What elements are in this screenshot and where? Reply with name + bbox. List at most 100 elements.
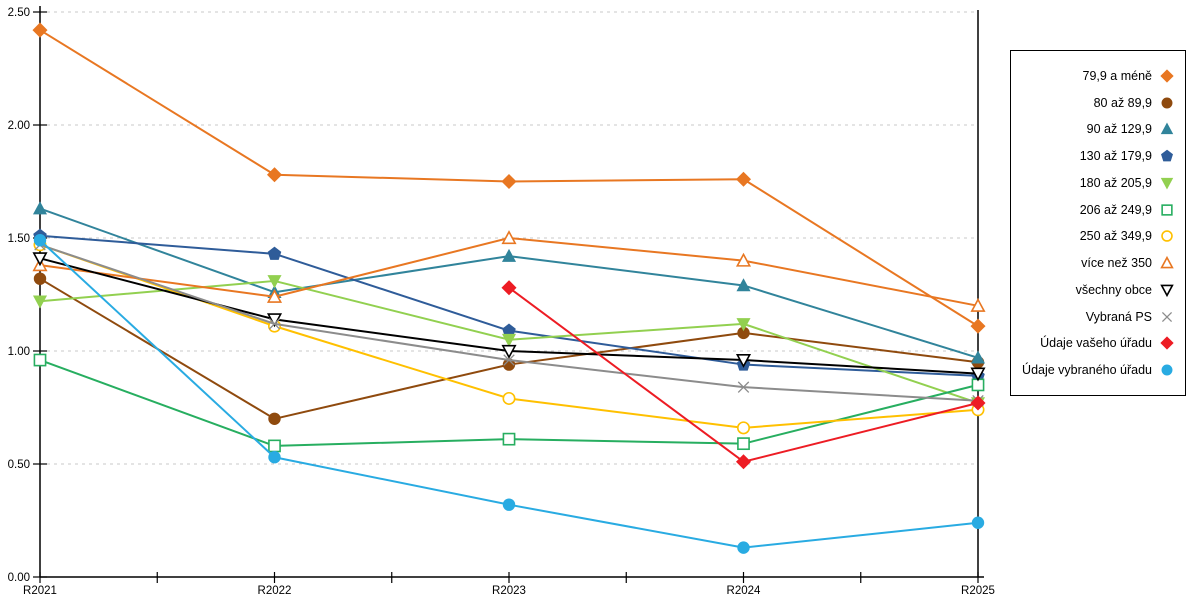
data-point-square-icon <box>502 432 516 446</box>
data-point-circle-icon <box>971 516 985 529</box>
legend-diamond-icon <box>1160 336 1174 351</box>
legend-triangle-down-icon <box>1160 177 1174 190</box>
series-v-ce-ne-350 <box>32 230 986 312</box>
series--daje-va-eho-adu <box>501 280 986 470</box>
legend-circle-icon <box>1161 97 1173 108</box>
series-79-9-a-m-n- <box>32 22 986 334</box>
series-vybran-ps <box>34 239 984 407</box>
data-point-triangle-down-icon <box>970 367 986 382</box>
legend-item: více než 350 <box>1015 255 1175 271</box>
y-axis-label: 2.50 <box>8 7 30 19</box>
legend-item: Údaje vašeho úřadu <box>1015 335 1175 351</box>
legend-label: 90 až 129,9 <box>1086 122 1152 137</box>
data-point-diamond-icon <box>970 318 986 334</box>
data-point-triangle-down-icon <box>266 313 283 328</box>
legend-item: 180 až 205,9 <box>1015 175 1175 191</box>
data-point-circle-icon <box>736 421 751 435</box>
data-point-diamond-icon <box>501 173 517 190</box>
legend-label: všechny obce <box>1075 282 1152 297</box>
data-point-triangle-up-icon <box>970 297 986 312</box>
legend-diamond-icon <box>1160 69 1174 83</box>
legend-triangle-down-icon <box>1160 284 1174 297</box>
series-80-a-89-9 <box>33 272 985 426</box>
x-axis-label: R2023 <box>492 585 526 597</box>
data-point-triangle-down-icon <box>735 353 752 368</box>
y-axis-label: 0.50 <box>8 459 30 471</box>
legend-circle-icon <box>1161 364 1173 376</box>
legend-item: 250 až 349,9 <box>1015 228 1175 244</box>
data-point-triangle-down-icon <box>32 252 48 267</box>
legend-label: Vybraná PS <box>1085 309 1152 324</box>
x-axis-label: R2024 <box>727 585 761 597</box>
data-point-triangle-down-icon <box>267 275 282 289</box>
x-axis-label: R2022 <box>258 585 292 597</box>
data-point-pentagon-icon <box>267 246 282 260</box>
series-line <box>508 286 979 463</box>
series-206-a-249-9 <box>33 353 985 453</box>
legend-item: 79,9 a méně <box>1015 68 1175 84</box>
data-point-square-icon <box>268 439 281 453</box>
data-point-square-icon <box>1161 203 1173 216</box>
legend-label: 80 až 89,9 <box>1093 95 1152 110</box>
legend-label: 130 až 179,9 <box>1079 149 1152 164</box>
data-point-square-icon <box>33 353 47 367</box>
legend-triangle-up-icon <box>1160 256 1174 269</box>
legend-label: 79,9 a méně <box>1082 68 1153 83</box>
data-point-diamond-icon <box>1160 69 1174 83</box>
data-point-triangle-up-icon <box>32 201 48 215</box>
data-point-triangle-up-icon <box>266 288 283 303</box>
legend-item: Údaje vybraného úřadu <box>1015 362 1175 378</box>
data-point-circle-icon <box>502 391 516 405</box>
chart-legend: 79,9 a méně 80 až 89,9 90 až 129,9 130 až 1… <box>1010 50 1186 396</box>
legend-item: všechny obce <box>1015 282 1175 298</box>
legend-item: 90 až 129,9 <box>1015 121 1175 137</box>
legend-pentagon-icon <box>1161 149 1173 162</box>
legend-item: 130 až 179,9 <box>1015 148 1175 164</box>
data-point-triangle-up-icon <box>501 248 517 262</box>
data-point-circle-icon <box>268 451 281 464</box>
data-point-circle-icon <box>737 541 750 554</box>
data-point-triangle-down-icon <box>1160 284 1174 297</box>
data-point-x-icon <box>268 318 281 330</box>
data-point-circle-icon <box>33 272 47 285</box>
data-point-x-icon <box>503 354 515 366</box>
data-point-diamond-icon <box>32 22 48 38</box>
data-point-triangle-down-icon <box>501 333 517 347</box>
data-point-diamond-icon <box>266 167 283 183</box>
data-point-diamond-icon <box>735 454 752 470</box>
data-point-x-icon <box>737 381 750 393</box>
legend-item: Vybraná PS <box>1015 309 1175 325</box>
legend-item: 206 až 249,9 <box>1015 202 1175 218</box>
y-axis-label: 0.00 <box>8 572 30 584</box>
data-point-triangle-down-icon <box>1160 177 1174 190</box>
data-point-diamond-icon <box>970 395 986 411</box>
legend-triangle-up-icon <box>1160 122 1174 135</box>
data-point-triangle-up-icon <box>1160 256 1174 269</box>
data-point-diamond-icon <box>1160 336 1174 351</box>
data-point-triangle-down-icon <box>32 295 48 309</box>
data-point-triangle-up-icon <box>501 230 517 245</box>
legend-label: více než 350 <box>1081 256 1152 271</box>
series-v-echny-obce <box>32 252 986 382</box>
legend-label: Údaje vašeho úřadu <box>1040 336 1152 351</box>
data-point-triangle-down-icon <box>736 318 751 332</box>
data-point-triangle-down-icon <box>501 344 517 359</box>
series-line <box>39 243 979 402</box>
data-point-diamond-icon <box>735 171 752 187</box>
series-180-a-205-9 <box>32 275 986 411</box>
data-point-triangle-up-icon <box>1160 122 1174 135</box>
data-point-square-icon <box>737 437 750 451</box>
data-point-x-icon <box>1161 311 1173 322</box>
y-axis-label: 2.00 <box>8 120 30 132</box>
data-point-diamond-icon <box>501 280 517 296</box>
series--daje-vybran-ho-adu <box>33 234 985 554</box>
y-axis-label: 1.00 <box>8 346 30 358</box>
data-point-triangle-up-icon <box>735 252 752 267</box>
data-point-triangle-up-icon <box>970 350 986 364</box>
legend-circle-icon <box>1161 230 1173 243</box>
x-axis-label: R2021 <box>23 585 57 597</box>
data-point-circle-icon <box>268 412 281 426</box>
legend-item: 80 až 89,9 <box>1015 95 1175 111</box>
